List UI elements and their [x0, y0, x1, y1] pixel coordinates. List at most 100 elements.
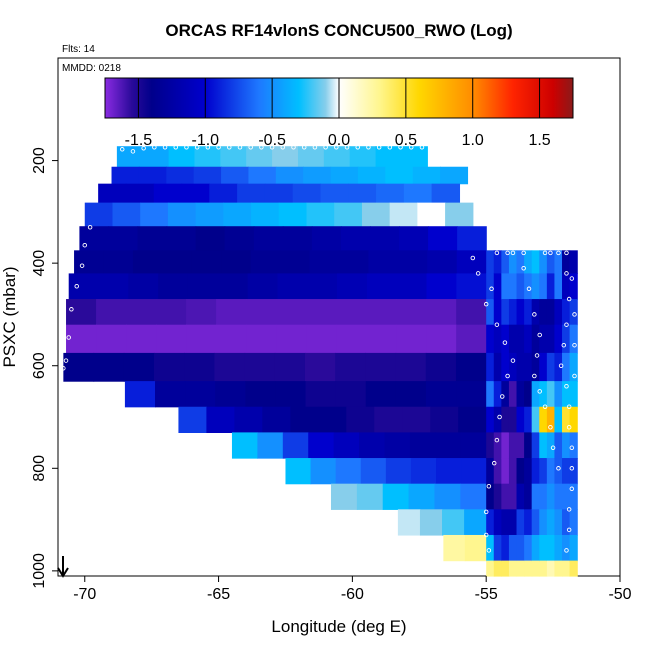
heatmap-cell — [554, 273, 563, 300]
heatmap-cell — [524, 458, 533, 485]
flight-track-point — [537, 389, 542, 394]
flight-track-point — [344, 144, 350, 150]
heatmap-cell — [142, 146, 170, 168]
heatmap-cell — [237, 183, 266, 204]
heatmap-cell — [501, 250, 510, 275]
heatmap-cell — [253, 226, 284, 251]
colorbar-tick-label: 1.0 — [462, 132, 484, 149]
flight-track-point — [548, 425, 553, 430]
x-tick-label: -60 — [341, 586, 364, 603]
heatmap-cell — [417, 202, 446, 227]
heatmap-cell — [516, 324, 525, 354]
heatmap-cell — [539, 560, 548, 577]
heatmap-cell — [531, 250, 540, 275]
heatmap-cell — [546, 299, 556, 326]
heatmap-cell — [156, 299, 187, 326]
heatmap-cell — [304, 352, 336, 382]
flight-track-point — [542, 250, 548, 256]
heatmap-cell — [546, 406, 556, 433]
heatmap-cell — [554, 352, 563, 382]
heatmap-cell — [348, 183, 377, 204]
heatmap-cell — [68, 273, 100, 300]
heatmap-cell — [412, 166, 441, 185]
heatmap-cell — [399, 226, 429, 251]
heatmap-cell — [369, 226, 400, 251]
heatmap-cell — [501, 483, 510, 510]
heatmap-cell — [419, 509, 443, 536]
flight-track-point — [505, 373, 510, 379]
flight-track-point — [301, 144, 307, 150]
heatmap-cell — [445, 202, 474, 227]
heatmap-cell — [318, 406, 347, 433]
heatmap-cell — [442, 509, 465, 536]
flights-label: Flts: 14 — [62, 44, 95, 55]
heatmap-cell — [282, 432, 309, 459]
flight-track-point — [141, 146, 146, 151]
heatmap-cell — [531, 458, 540, 485]
heatmap-cell — [216, 324, 247, 354]
heatmap-cell — [166, 166, 195, 185]
heatmap-cell — [365, 352, 397, 382]
heatmap-cell — [125, 183, 155, 204]
heatmap-cell — [360, 458, 387, 485]
flight-track-point — [497, 414, 502, 420]
heatmap-cell — [282, 226, 313, 251]
heatmap-cell — [493, 509, 502, 536]
flight-track-point — [561, 342, 567, 348]
flight-track-point — [566, 404, 572, 410]
flight-track-point — [532, 373, 537, 379]
heatmap-cell — [501, 509, 510, 536]
heatmap-cell — [569, 273, 578, 300]
x-axis: -70 -65 -60 -55 -50 — [73, 576, 632, 603]
flight-track-point — [564, 548, 569, 553]
heatmap-cell — [306, 202, 335, 227]
heatmap-cell — [275, 381, 307, 408]
heatmap-cell — [562, 560, 571, 577]
flight-track-point — [569, 445, 575, 451]
heatmap-cell — [178, 406, 208, 433]
heatmap-cell — [194, 146, 221, 168]
heatmap-cell — [524, 324, 533, 354]
heatmap-cell — [464, 534, 487, 562]
heatmap-cell — [309, 250, 340, 275]
flight-track-point — [566, 425, 572, 430]
flight-track-point — [66, 335, 71, 340]
heatmap-cell — [276, 324, 307, 354]
flight-track-point — [569, 486, 575, 492]
heatmap-cell — [460, 432, 487, 459]
heatmap-cell — [96, 324, 127, 354]
heatmap-cell — [546, 560, 556, 577]
heatmap-cell — [508, 381, 518, 408]
heatmap-cell — [137, 226, 168, 251]
heatmap-cell — [306, 299, 337, 326]
flight-track-point — [566, 507, 572, 512]
heatmap-cell — [443, 534, 466, 562]
heatmap-cell — [408, 483, 436, 510]
heatmap-cell — [306, 324, 337, 354]
heatmap-cell — [546, 324, 556, 354]
heatmap-cell — [508, 483, 518, 510]
heatmap-cell — [292, 183, 322, 204]
heatmap-cell — [140, 202, 169, 227]
heatmap-cell — [461, 458, 487, 485]
heatmap-cell — [356, 483, 384, 510]
arrow-indicator — [57, 556, 69, 578]
heatmap-cell — [132, 250, 163, 275]
heatmap-cell — [223, 202, 252, 227]
flight-track-point — [334, 144, 339, 150]
heatmap-cell — [539, 324, 548, 354]
heatmap-cell — [524, 483, 533, 510]
heatmap-cell — [562, 406, 571, 433]
heatmap-cell — [112, 202, 141, 227]
heatmap-cell — [308, 432, 335, 459]
flight-track-point — [572, 373, 577, 379]
heatmap-cell — [486, 324, 495, 354]
heatmap-cell — [501, 352, 510, 382]
colorbar-tick-label: 1.5 — [528, 132, 550, 149]
heatmap-cell — [486, 406, 495, 433]
heatmap-cell — [539, 381, 548, 408]
heatmap-cell — [195, 202, 224, 227]
heatmap-cell — [562, 299, 571, 326]
flight-track-point — [510, 250, 516, 256]
heatmap-cell — [524, 406, 533, 433]
